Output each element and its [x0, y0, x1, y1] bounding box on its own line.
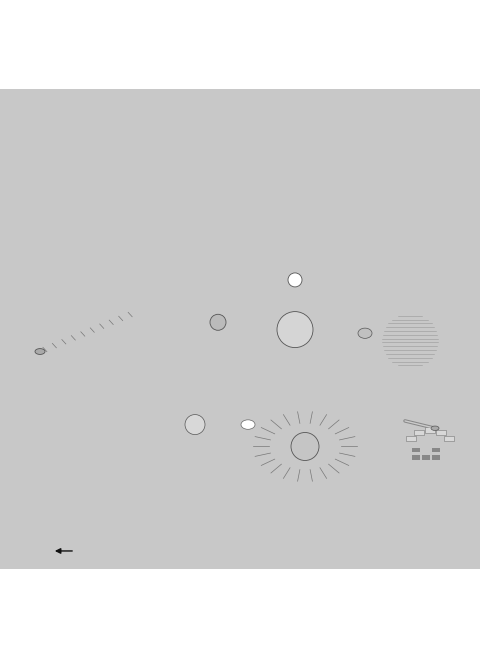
Circle shape: [291, 432, 319, 461]
Circle shape: [265, 300, 325, 359]
Bar: [414, 430, 424, 436]
Bar: [422, 455, 430, 460]
Ellipse shape: [358, 328, 372, 338]
Bar: [412, 455, 420, 460]
Text: 37463: 37463: [123, 187, 150, 195]
Circle shape: [288, 273, 302, 287]
Bar: [372, 418, 392, 427]
Ellipse shape: [386, 413, 474, 480]
Polygon shape: [355, 421, 415, 472]
Ellipse shape: [431, 426, 439, 430]
Bar: [425, 428, 435, 434]
Bar: [432, 455, 440, 460]
Text: 37367B: 37367B: [360, 482, 393, 491]
Circle shape: [277, 311, 313, 348]
Text: 1140FF: 1140FF: [454, 131, 480, 141]
Text: 1120GK: 1120GK: [12, 359, 45, 368]
Circle shape: [185, 415, 205, 434]
Bar: [444, 436, 454, 442]
Ellipse shape: [400, 424, 460, 469]
Polygon shape: [210, 279, 380, 365]
Ellipse shape: [379, 313, 441, 369]
Ellipse shape: [280, 272, 310, 288]
Ellipse shape: [192, 304, 244, 340]
Text: 37325: 37325: [155, 292, 181, 301]
Polygon shape: [308, 140, 390, 206]
Ellipse shape: [250, 405, 360, 489]
Ellipse shape: [35, 349, 45, 354]
Text: 11405B: 11405B: [375, 146, 407, 155]
Bar: [406, 436, 416, 442]
Ellipse shape: [145, 298, 181, 325]
Ellipse shape: [235, 416, 261, 434]
Bar: [88, 286, 468, 538]
Text: 37340E: 37340E: [210, 455, 242, 464]
Ellipse shape: [360, 298, 460, 382]
Text: 37462A: 37462A: [58, 225, 90, 234]
Bar: [432, 448, 440, 452]
Bar: [412, 448, 420, 452]
Bar: [305, 176, 333, 196]
Bar: [436, 430, 446, 436]
Ellipse shape: [352, 324, 378, 343]
Ellipse shape: [108, 220, 122, 227]
Text: 37342: 37342: [282, 374, 309, 384]
Text: 37460: 37460: [15, 202, 42, 212]
Ellipse shape: [152, 304, 174, 319]
Ellipse shape: [241, 420, 255, 429]
Text: FR.: FR.: [77, 546, 95, 559]
Ellipse shape: [341, 151, 359, 164]
Text: 37320A: 37320A: [240, 305, 272, 313]
Circle shape: [210, 314, 226, 330]
Polygon shape: [132, 367, 258, 482]
Circle shape: [177, 407, 213, 443]
Ellipse shape: [269, 419, 341, 474]
